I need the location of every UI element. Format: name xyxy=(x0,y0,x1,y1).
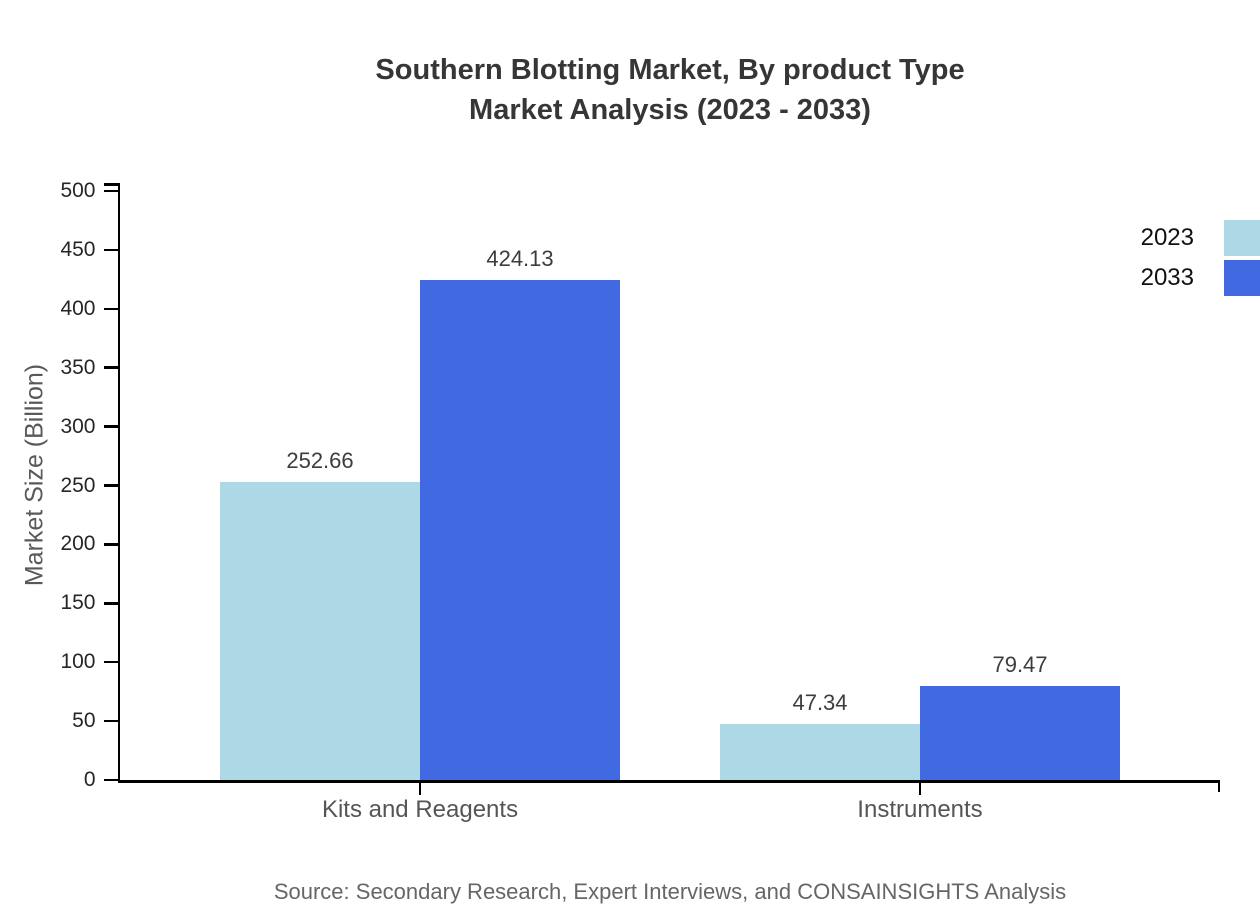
legend-swatch xyxy=(1224,220,1260,256)
legend-swatch xyxy=(1224,260,1260,296)
y-tick-label: 100 xyxy=(60,650,96,674)
x-tick-mark xyxy=(918,782,922,795)
chart-title-line-2: Market Analysis (2023 - 2033) xyxy=(469,94,871,126)
y-axis-line xyxy=(117,183,120,783)
y-axis-top-cap-tick xyxy=(103,183,118,186)
y-tick-label: 400 xyxy=(60,296,96,320)
y-tick-mark xyxy=(103,366,118,369)
x-axis-line xyxy=(117,780,1220,783)
y-tick-label: 150 xyxy=(60,591,96,615)
y-tick-mark xyxy=(103,602,118,605)
y-tick-mark xyxy=(103,543,118,546)
y-tick-mark xyxy=(103,425,118,428)
bar-2033-instruments xyxy=(920,686,1120,780)
y-tick-label: 0 xyxy=(83,768,96,791)
source-note: Source: Secondary Research, Expert Inter… xyxy=(273,879,1067,904)
y-tick-label: 500 xyxy=(60,179,96,202)
y-tick-mark xyxy=(103,484,118,487)
legend-item-2033: 2033 xyxy=(1141,260,1260,296)
x-category-label-2: Instruments xyxy=(857,796,983,823)
bar-value-label: 79.47 xyxy=(992,652,1048,678)
chart-title: Southern Blotting Market, By product Typ… xyxy=(375,50,964,130)
bar-value-label: 47.34 xyxy=(792,690,848,716)
bar-value-label: 252.66 xyxy=(286,448,354,474)
legend-label: 2033 xyxy=(1140,264,1194,291)
y-tick-label: 350 xyxy=(60,355,96,379)
legend: 2023 2033 xyxy=(1141,220,1260,296)
y-tick-label: 50 xyxy=(72,709,96,733)
bar-2023-instruments xyxy=(720,724,920,780)
y-tick-mark xyxy=(103,778,118,782)
chart-title-line-1: Southern Blotting Market, By product Typ… xyxy=(375,54,965,86)
x-tick-mark xyxy=(418,782,422,795)
y-tick-label: 250 xyxy=(60,473,96,497)
bar-2023-kits-and-reagents xyxy=(220,482,420,780)
bar-value-label: 424.13 xyxy=(486,246,554,272)
y-tick-mark xyxy=(103,719,118,723)
bar-2033-kits-and-reagents xyxy=(420,280,620,780)
y-tick-mark xyxy=(103,660,118,664)
y-tick-mark xyxy=(103,189,118,193)
x-axis-end-cap-tick xyxy=(1217,780,1220,792)
y-tick-label: 200 xyxy=(60,532,96,556)
legend-item-2023: 2023 xyxy=(1141,220,1260,256)
y-tick-label: 300 xyxy=(60,414,96,438)
y-tick-label: 450 xyxy=(60,237,96,261)
x-category-label-1: Kits and Reagents xyxy=(321,796,519,823)
y-tick-mark xyxy=(103,307,118,311)
y-tick-mark xyxy=(103,248,118,252)
legend-label: 2023 xyxy=(1140,224,1194,251)
